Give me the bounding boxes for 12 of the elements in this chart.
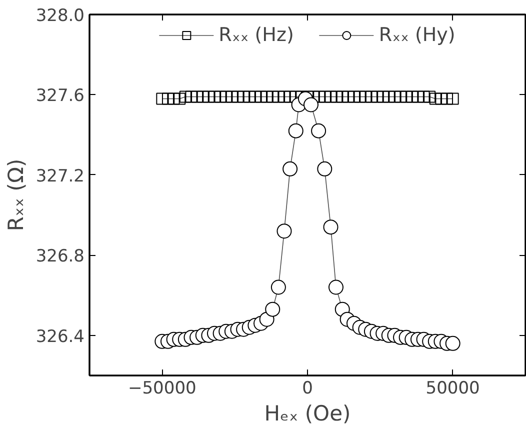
x-axis-title: Hₑₓ (Oe)	[264, 402, 351, 426]
y-tick-label: 327.6	[36, 86, 85, 106]
y-tick-label: 326.4	[36, 326, 85, 347]
y-tick-label: 328.0	[36, 6, 85, 26]
y-axis-title: Rₓₓ (Ω)	[4, 158, 28, 232]
legend-label: Rₓₓ (Hy)	[378, 24, 456, 46]
legend-label: Rₓₓ (Hz)	[218, 24, 294, 46]
x-tick-label: 0	[302, 378, 313, 398]
x-tick-label: −50000	[128, 378, 196, 398]
x-tick-label: 50000	[426, 378, 480, 398]
y-tick-label: 327.2	[36, 166, 85, 186]
y-tick-label: 326.8	[36, 246, 85, 267]
